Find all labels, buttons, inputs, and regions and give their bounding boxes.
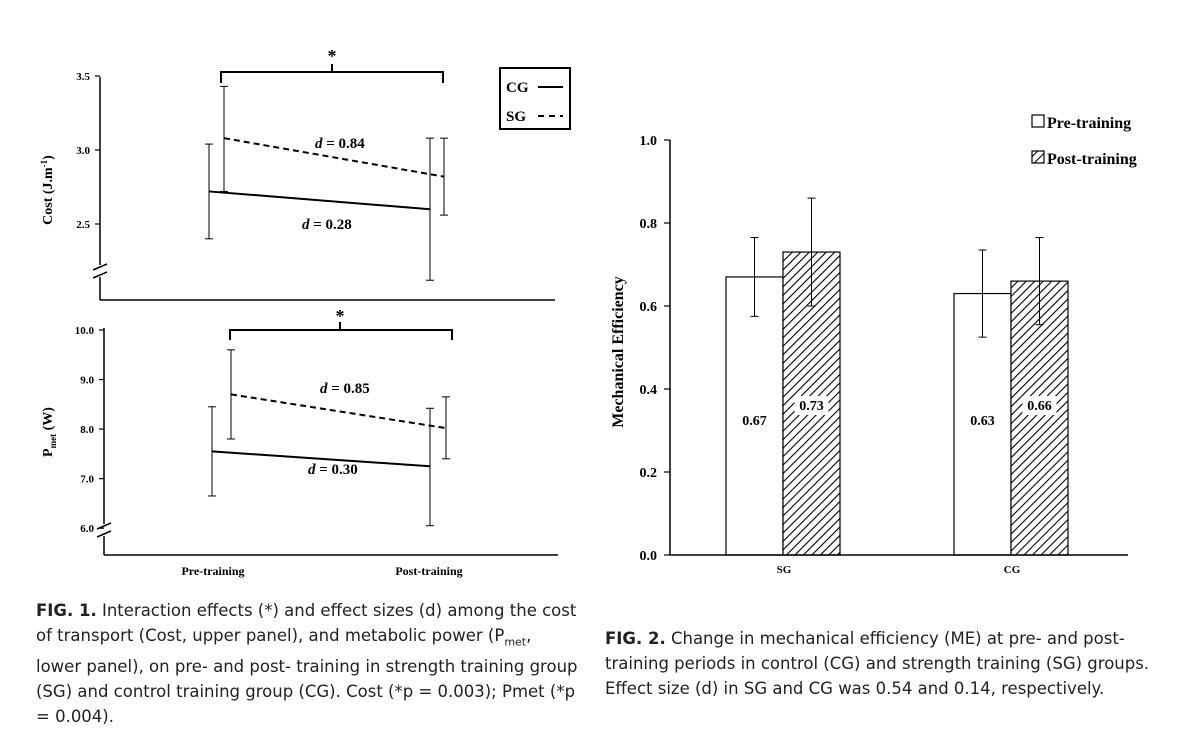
y-tick-label: 2.5 [76,219,90,231]
upper-y-axis-label: Cost (J.m-1) [39,155,56,225]
fig1-caption-subscript: met [504,635,527,649]
fig2-caption-text: Change in mechanical efficiency (ME) at … [605,629,1150,698]
bar-value-label: 0.67 [742,414,767,429]
y-tick-label: 3.5 [76,71,90,83]
upper-axis-break-1 [92,263,108,271]
y-tick-label: 7.0 [80,474,94,486]
figures-canvas: 3.53.02.5 Cost (J.m-1) * CG SG d = 0.84 … [39,46,1137,578]
fig2-x-tick-sg: SG [777,564,792,576]
fig2-y-tick-label: 0.6 [640,300,658,315]
upper-effect-size-cg: d = 0.28 [302,217,352,233]
bar-value-label: 0.63 [970,414,995,429]
fig1-caption-text-2: , lower panel), on pre- and post- traini… [36,626,578,727]
fig2-x-tick-cg: CG [1004,564,1021,576]
lower-effect-size-cg: d = 0.30 [308,462,358,478]
bar-value-label: 0.73 [799,399,824,414]
fig1-caption: FIG. 1. Interaction effects (*) and effe… [36,598,581,729]
lower-effect-size-sg: d = 0.85 [320,381,370,397]
x-tick-post-training: Post-training [395,564,462,578]
upper-significance-star: * [328,46,337,66]
lower-y-axis-label: Pmet (W) [41,407,58,457]
y-tick-label: 3.0 [76,145,90,157]
legend-pre-training-swatch [1031,114,1045,128]
upper-effect-size-sg: d = 0.84 [315,136,365,152]
series-line-sg [223,137,445,178]
lower-y-ticks: 10.0 9.0 8.0 7.0 6.0 [75,325,104,535]
fig2-y-tick-label: 1.0 [640,134,658,149]
fig2-bars: 0.67 0.63 0.73 0.66 [725,197,1069,556]
y-tick-label: 9.0 [80,375,94,387]
series-line-sg [230,393,447,430]
upper-legend-box [499,67,571,130]
x-tick-pre-training: Pre-training [181,564,244,578]
lower-series [208,349,450,527]
lower-axis-break-2 [96,530,112,538]
series-line-cg [208,190,431,211]
upper-axis-break-2 [92,271,108,279]
fig2-y-axis-label: Mechanical Efficiency [610,276,627,428]
upper-y-ticks: 3.5 3.0 2.5 [76,71,100,231]
y-tick-label: 6.0 [80,523,94,535]
fig2-y-tick-label: 0.2 [640,466,658,481]
legend-cg-label: CG [506,80,529,96]
fig2-caption: FIG. 2. Change in mechanical efficiency … [605,626,1175,701]
bar-value-label: 0.66 [1027,399,1052,414]
series-line-cg [211,450,431,468]
bar-value-label-bg [1022,396,1057,415]
y-tick-label: 10.0 [75,325,95,337]
fig2-y-tick-label: 0.4 [640,383,658,398]
legend-post-training-label: Post-training [1047,151,1137,168]
bar-value-label-bg [794,396,829,415]
legend-post-training-swatch [1031,150,1045,164]
legend-pre-training-label: Pre-training [1047,115,1131,132]
bar-post-cg [1010,280,1069,556]
lower-significance-star: * [336,306,345,326]
upper-significance-bracket [220,64,444,83]
fig2-y-tick-label: 0.0 [640,549,658,564]
fig1-upper-panel: 3.53.02.5 Cost (J.m-1) * CG SG d = 0.84 … [39,46,571,301]
upper-series [205,85,448,281]
legend-sg-label: SG [506,109,526,125]
fig2-y-tick-label: 0.8 [640,217,658,232]
lower-significance-bracket [229,322,453,340]
fig1-lower-panel: 10.0 9.0 8.0 7.0 6.0 Pmet (W) * d = 0.85 d =… [41,306,558,578]
fig1-caption-label: FIG. 1. [36,601,97,620]
fig2-bar-chart: 0.67 0.63 0.73 0.66 1.0 0.8 0.6 0.4 0.2 0.0 Mech… [610,114,1137,576]
fig2-caption-label: FIG. 2. [605,629,666,648]
fig2-y-ticks: 1.0 0.8 0.6 0.4 0.2 0.0 [640,134,670,564]
fig1-caption-text: Interaction effects (*) and effect sizes… [36,601,577,645]
y-tick-label: 8.0 [80,424,94,436]
